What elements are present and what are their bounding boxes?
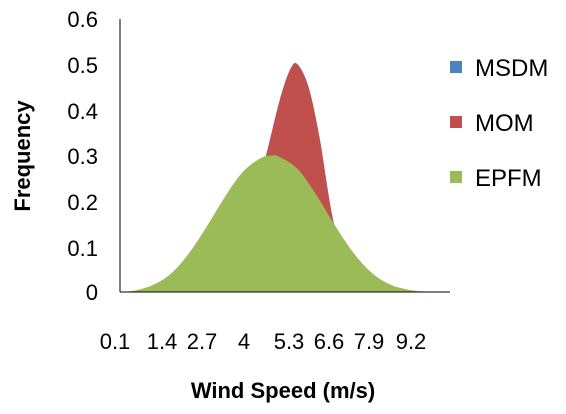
y-tick-label: 0.2 — [67, 190, 98, 215]
legend-swatch-msdm — [450, 61, 462, 73]
legend-label-epfm: EPFM — [475, 165, 542, 192]
x-tick-label: 7.9 — [354, 329, 385, 354]
x-axis-title: Wind Speed (m/s) — [191, 378, 375, 403]
y-tick-label: 0 — [86, 280, 98, 305]
x-ticks: 0.1 1.4 2.7 4 5.3 6.6 7.9 9.2 — [100, 329, 427, 354]
y-tick-label: 0.6 — [67, 7, 98, 32]
legend-swatch-epfm — [450, 171, 462, 183]
y-ticks: 0.6 0.5 0.4 0.3 0.2 0.1 0 — [67, 7, 98, 305]
x-tick-label: 9.2 — [396, 329, 427, 354]
x-tick-label: 6.6 — [314, 329, 345, 354]
y-tick-label: 0.4 — [67, 99, 98, 124]
x-tick-label: 5.3 — [274, 329, 305, 354]
y-tick-label: 0.3 — [67, 144, 98, 169]
legend-swatch-mom — [450, 116, 462, 128]
legend-label-msdm: MSDM — [475, 55, 548, 82]
x-tick-label: 4 — [238, 329, 250, 354]
legend: MSDM MOM EPFM — [450, 55, 548, 192]
x-tick-label: 2.7 — [187, 329, 218, 354]
x-tick-label: 0.1 — [100, 329, 131, 354]
y-axis-title: Frequency — [10, 100, 35, 212]
series-layer — [120, 62, 450, 293]
series-area-epfm — [120, 155, 450, 292]
y-tick-label: 0.5 — [67, 53, 98, 78]
x-tick-label: 1.4 — [147, 329, 178, 354]
legend-label-mom: MOM — [475, 110, 534, 137]
y-tick-label: 0.1 — [67, 236, 98, 261]
